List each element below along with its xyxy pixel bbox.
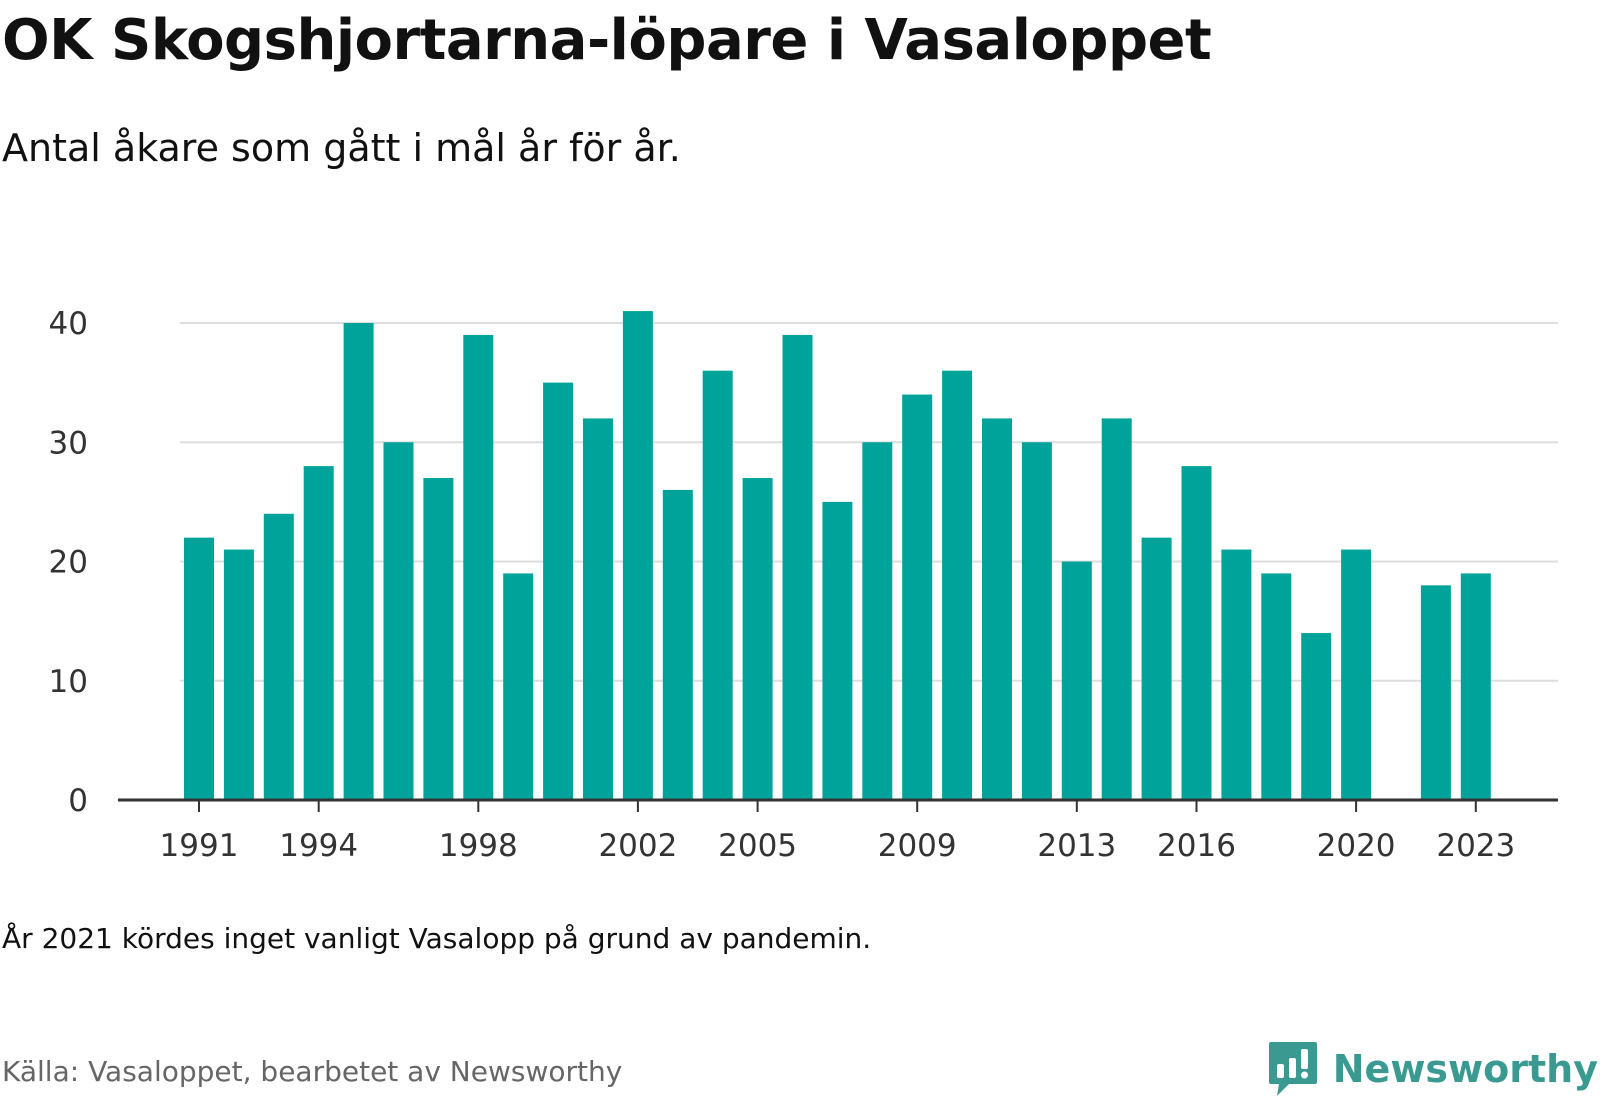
bar-1993 xyxy=(263,513,294,800)
brand-name: Newsworthy xyxy=(1332,1047,1598,1091)
chart-title: OK Skogshjortarna-löpare i Vasaloppet xyxy=(2,8,1212,73)
source-credit: Källa: Vasaloppet, bearbetet av Newswort… xyxy=(2,1055,623,1088)
bar-2011 xyxy=(982,418,1012,800)
bar-2009 xyxy=(902,394,933,800)
y-tick-label: 10 xyxy=(49,664,88,700)
x-tick-label: 1998 xyxy=(439,828,518,864)
bar-2008 xyxy=(862,442,893,800)
bar-1995 xyxy=(343,323,374,800)
bar-2019 xyxy=(1301,633,1332,800)
bar-2014 xyxy=(1101,418,1132,800)
bar-2015 xyxy=(1141,537,1172,800)
newsworthy-logo: Newsworthy xyxy=(1267,1040,1598,1098)
bar-2007 xyxy=(822,501,853,800)
y-tick-label: 40 xyxy=(49,306,88,342)
bar-2013 xyxy=(1061,561,1092,800)
x-tick-label: 1991 xyxy=(160,828,239,864)
bar-1996 xyxy=(383,442,414,800)
bar-2017 xyxy=(1221,549,1252,800)
bar-2005 xyxy=(742,478,773,800)
bar-2020 xyxy=(1341,549,1372,800)
y-tick-label: 20 xyxy=(49,545,88,581)
bar-1999 xyxy=(503,573,534,800)
bar-1994 xyxy=(303,466,334,800)
bar-1991 xyxy=(184,537,214,800)
bar-2000 xyxy=(543,382,574,800)
bar-2002 xyxy=(622,311,653,800)
bar-1997 xyxy=(423,478,454,800)
bar-2016 xyxy=(1181,466,1212,800)
chart-subtitle: Antal åkare som gått i mål år för år. xyxy=(2,126,681,170)
x-tick-label: 2013 xyxy=(1037,828,1116,864)
bar-2018 xyxy=(1261,573,1292,800)
y-tick-label: 0 xyxy=(68,783,88,819)
bars xyxy=(184,311,1491,800)
bar-2001 xyxy=(583,418,613,800)
bar-2012 xyxy=(1021,442,1052,800)
x-tick-label: 2016 xyxy=(1157,828,1236,864)
bar-2004 xyxy=(702,370,733,800)
x-tick-label: 2005 xyxy=(718,828,797,864)
bar-1998 xyxy=(463,334,494,800)
axes: 0 10 20 30 40 1991 1994 1998 2002 2005 2009 2013 201… xyxy=(49,306,1558,864)
bar-2023 xyxy=(1460,573,1491,800)
bar-2022 xyxy=(1420,585,1451,800)
bar-2006 xyxy=(782,334,813,800)
x-tick-label: 2020 xyxy=(1317,828,1396,864)
x-tick-label: 2023 xyxy=(1436,828,1515,864)
bar-chart-speech-bubble-icon xyxy=(1268,1042,1317,1096)
x-tick-label: 1994 xyxy=(279,828,358,864)
bar-2010 xyxy=(942,370,973,800)
bar-chart: 0 10 20 30 40 1991 1994 1998 2002 2005 2009 2013 201… xyxy=(49,306,1558,864)
bar-2003 xyxy=(662,489,693,800)
chart-note: År 2021 kördes inget vanligt Vasalopp på… xyxy=(2,922,872,955)
y-tick-label: 30 xyxy=(49,425,88,461)
bar-1992 xyxy=(223,549,254,800)
x-tick-label: 2002 xyxy=(598,828,677,864)
x-tick-label: 2009 xyxy=(878,828,957,864)
